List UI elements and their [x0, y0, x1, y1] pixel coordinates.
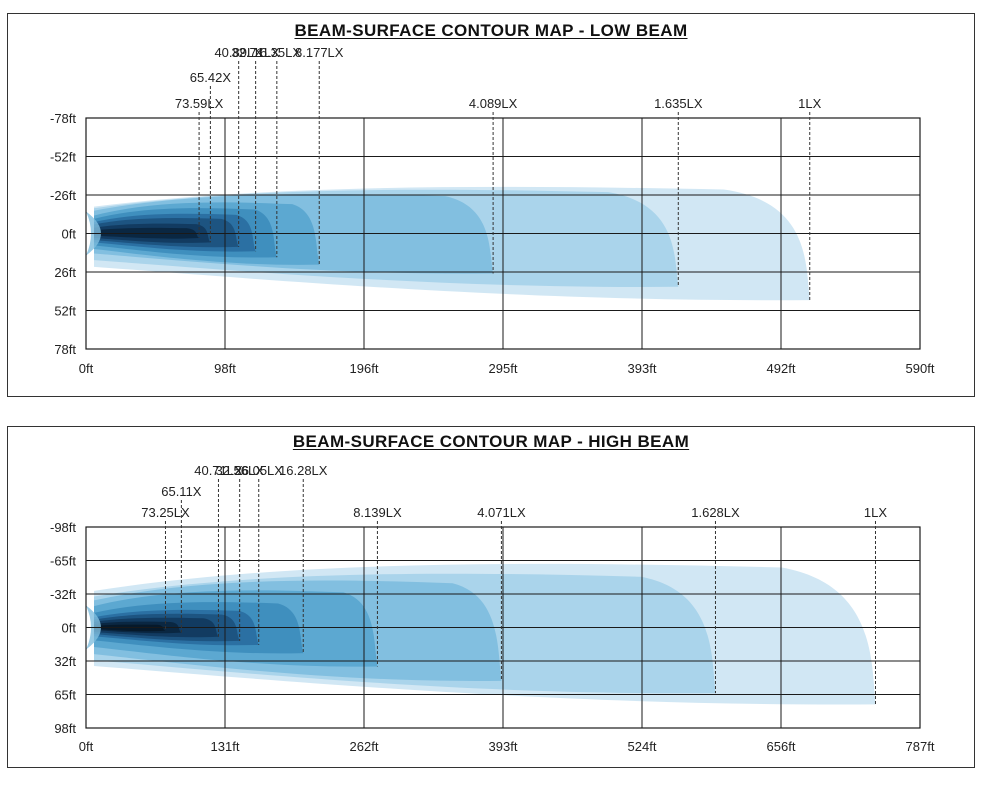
low-beam-panel: BEAM-SURFACE CONTOUR MAP - LOW BEAM 0ft 9… [7, 13, 975, 397]
low-beam-y-tick-label: -26ft [50, 188, 76, 203]
low-beam-contour-label: 65.42X [190, 70, 232, 85]
high-beam-y-tick-label: -98ft [50, 520, 76, 535]
high-beam-contour-label: 16.28LX [279, 463, 328, 478]
high-beam-contour-label: 73.25LX [141, 505, 190, 520]
high-beam-y-tick-label: -32ft [50, 587, 76, 602]
low-beam-y-tick-label: 0ft [62, 227, 77, 242]
high-beam-contour-label: 32.56LX [215, 463, 264, 478]
high-beam-contour-labels: 73.25LX 65.11X 40.71LX32.56LX26.05LX16.28L… [141, 463, 887, 705]
low-beam-contour-label: 1LX [798, 96, 821, 111]
high-beam-x-tick-label: 787ft [906, 739, 935, 754]
low-beam-y-tick-label: -78ft [50, 111, 76, 126]
low-beam-contour-label: 8.177LX [295, 45, 344, 60]
high-beam-y-tick-label: -65ft [50, 554, 76, 569]
low-beam-chart: 0ft 98ft 196ft 295ft 393ft 492ft 590ft -78ft -52… [50, 45, 935, 376]
high-beam-plot-border [85, 526, 921, 729]
high-beam-x-tick-label: 393ft [489, 739, 518, 754]
high-beam-title: BEAM-SURFACE CONTOUR MAP - HIGH BEAM [292, 432, 690, 451]
low-beam-y-tick-label: -52ft [50, 150, 76, 165]
high-beam-panel: BEAM-SURFACE CONTOUR MAP - HIGH BEAM 0ft… [7, 426, 975, 768]
high-beam-x-tick-label: 131ft [211, 739, 240, 754]
high-beam-contour-label: 26.05LX [235, 463, 284, 478]
high-beam-contour-label: 65.11X [161, 484, 202, 499]
low-beam-contour-label: 4.089LX [469, 96, 518, 111]
high-beam-y-tick-label: 0ft [62, 621, 77, 636]
low-beam-contour-label: 1.635LX [654, 96, 703, 111]
high-beam-y-tick-label: 65ft [54, 688, 76, 703]
high-beam-contour-label: 1.628LX [691, 505, 740, 520]
low-beam-y-tick-label: 26ft [54, 265, 76, 280]
low-beam-contour-labels: 73.59LX 65.42X 40.89LX32.71LX16.35LX8.177L… [175, 45, 822, 301]
high-beam-x-tick-label: 0ft [79, 739, 94, 754]
low-beam-x-tick-label: 98ft [214, 361, 236, 376]
low-beam-contour-label: 73.59LX [175, 96, 224, 111]
low-beam-x-tick-label: 393ft [628, 361, 657, 376]
low-beam-title: BEAM-SURFACE CONTOUR MAP - LOW BEAM [294, 21, 688, 40]
low-beam-y-tick-label: 78ft [54, 342, 76, 357]
high-beam-y-tick-label: 32ft [54, 654, 76, 669]
low-beam-x-tick-label: 295ft [489, 361, 518, 376]
high-beam-contour-label: 1LX [864, 505, 887, 520]
high-beam-x-tick-label: 262ft [350, 739, 379, 754]
high-beam-x-tick-label: 656ft [767, 739, 796, 754]
low-beam-plot-border [85, 117, 921, 350]
high-beam-y-tick-label: 98ft [54, 721, 76, 736]
low-beam-x-tick-label: 492ft [767, 361, 796, 376]
high-beam-contour-label: 8.139LX [353, 505, 402, 520]
low-beam-x-tick-label: 196ft [350, 361, 379, 376]
low-beam-contour-label: 32.71LX [231, 45, 280, 60]
low-beam-x-tick-label: 0ft [79, 361, 94, 376]
low-beam-contour-label: 40.89LX [214, 45, 263, 60]
high-beam-contour-label: 40.71LX [194, 463, 243, 478]
high-beam-x-tick-label: 524ft [628, 739, 657, 754]
high-beam-contour-label: 4.071LX [477, 505, 526, 520]
high-beam-chart: 0ft 131ft 262ft 393ft 524ft 656ft 787ft -98ft -6… [50, 463, 935, 754]
low-beam-contour-label: 16.35LX [253, 45, 302, 60]
low-beam-x-tick-label: 590ft [906, 361, 935, 376]
low-beam-y-tick-label: 52ft [54, 304, 76, 319]
